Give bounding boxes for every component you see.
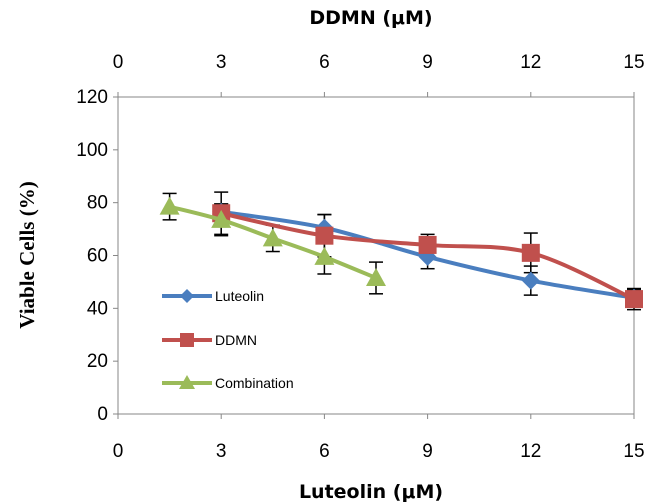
square-marker: [315, 226, 334, 245]
legend-label: Luteolin: [215, 288, 264, 304]
triangle-marker: [366, 267, 386, 286]
legend: Luteolin DDMN Combination: [162, 288, 294, 391]
x-bottom-tick-label: 0: [113, 441, 124, 462]
x-top-tick-label: 15: [623, 52, 644, 73]
square-marker: [180, 333, 194, 347]
x-top-tick-label: 3: [216, 52, 227, 73]
diamond-marker: [180, 289, 194, 303]
x-bottom-tick-label: 9: [422, 441, 433, 462]
triangle-marker: [159, 196, 180, 215]
x-top-tick-label: 0: [113, 52, 124, 73]
series-layer: [159, 196, 643, 309]
triangle-marker: [314, 246, 335, 265]
y-axis-title: Viable Cells (%): [15, 181, 39, 328]
x-bottom-tick-label: 12: [520, 441, 541, 462]
x-top-axis-title: DDMN (μM): [309, 7, 432, 29]
legend-label: DDMN: [215, 332, 257, 348]
x-top-tick-label: 6: [319, 52, 330, 73]
y-tick-label: 40: [87, 298, 108, 319]
diamond-marker: [521, 271, 540, 290]
square-marker: [521, 243, 540, 262]
square-marker: [625, 290, 643, 309]
legend-label: Combination: [215, 375, 294, 391]
x-bottom-tick-label: 3: [216, 441, 227, 462]
y-tick-label: 80: [87, 193, 108, 214]
triangle-marker: [262, 228, 283, 247]
triangle-marker: [211, 209, 232, 228]
y-tick-label: 60: [87, 246, 108, 267]
x-bottom-tick-label: 15: [623, 441, 644, 462]
y-tick-label: 120: [76, 87, 108, 108]
x-top-tick-label: 9: [422, 52, 433, 73]
x-top-tick-label: 12: [520, 52, 541, 73]
y-tick-label: 20: [87, 351, 108, 372]
square-marker: [418, 235, 437, 254]
y-tick-label: 100: [76, 140, 108, 161]
x-bottom-axis-title: Luteolin (μM): [299, 481, 443, 503]
triangle-marker: [179, 375, 195, 389]
y-tick-label: 0: [97, 404, 108, 425]
x-bottom-tick-label: 6: [319, 441, 330, 462]
